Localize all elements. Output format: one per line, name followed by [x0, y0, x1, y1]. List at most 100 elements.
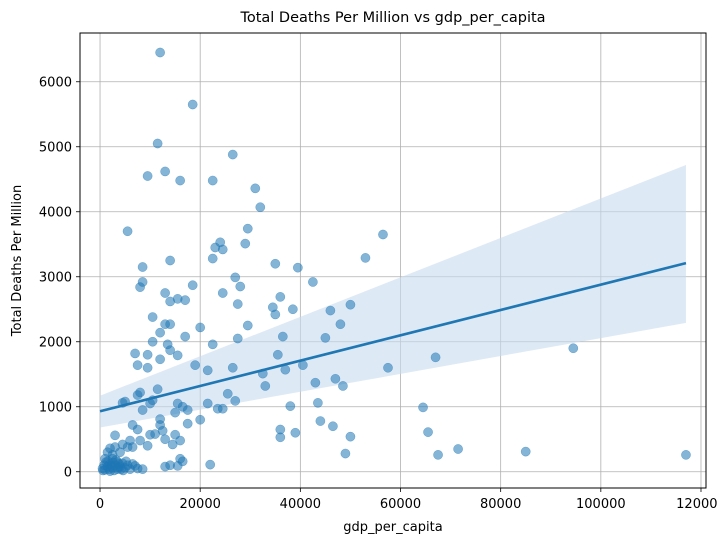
data-point	[338, 381, 348, 391]
data-point	[110, 430, 120, 441]
data-point	[118, 465, 128, 476]
data-point	[275, 292, 286, 302]
data-point	[135, 435, 145, 446]
scatter-points	[97, 47, 691, 476]
x-axis-label: gdp_per_capita	[343, 520, 442, 535]
data-point	[142, 171, 153, 181]
y-axis-ticks: 0 1000 2000 3000 4000 5000 6000	[39, 75, 80, 480]
data-point	[175, 435, 186, 446]
data-point	[242, 223, 253, 234]
data-point	[325, 305, 336, 316]
data-point	[453, 444, 463, 454]
data-point	[418, 402, 428, 413]
data-point	[207, 339, 218, 350]
data-point	[160, 434, 170, 445]
data-point	[227, 362, 238, 373]
data-point	[160, 288, 170, 298]
data-point	[310, 377, 321, 388]
y-tick-label: 3000	[39, 270, 72, 285]
x-tick-label: 40000	[280, 497, 321, 512]
plot-area-frame	[79, 32, 707, 489]
data-point	[345, 431, 356, 442]
data-point	[217, 244, 228, 255]
data-point	[172, 350, 183, 361]
data-point	[98, 465, 108, 476]
data-point	[137, 262, 148, 272]
data-point	[165, 345, 175, 356]
data-point	[155, 354, 165, 365]
x-tick-label: 100000	[576, 497, 626, 512]
data-point	[270, 258, 281, 269]
chart-title: Total Deaths Per Million vs gdp_per_capi…	[239, 10, 545, 26]
data-point	[240, 238, 251, 249]
data-point	[520, 446, 531, 457]
y-axis-label: Total Deaths Per Million	[10, 185, 25, 337]
data-point	[142, 440, 153, 451]
data-point	[433, 450, 443, 460]
data-point	[270, 309, 281, 320]
data-point	[152, 384, 163, 395]
data-point	[378, 229, 388, 240]
data-point	[165, 296, 175, 307]
data-point	[202, 365, 213, 376]
data-point	[227, 149, 238, 160]
data-point	[147, 336, 158, 347]
data-point	[230, 396, 241, 406]
data-point	[207, 175, 218, 186]
confidence-band-layer	[100, 164, 686, 428]
data-point	[287, 304, 298, 315]
data-point	[328, 421, 338, 432]
data-point	[115, 447, 125, 458]
data-point	[160, 166, 170, 177]
data-point	[142, 362, 153, 373]
data-point	[260, 381, 271, 391]
data-point	[122, 226, 133, 237]
data-point	[132, 463, 143, 474]
data-point	[308, 277, 318, 287]
data-point	[155, 327, 165, 338]
data-point	[335, 319, 346, 330]
data-point	[187, 99, 198, 110]
x-tick-label: 20000	[180, 497, 221, 512]
data-point	[167, 439, 178, 450]
data-point	[165, 255, 175, 266]
x-tick-label: 0	[96, 497, 104, 512]
data-point	[195, 414, 206, 425]
data-point	[277, 331, 288, 342]
data-point	[235, 281, 246, 292]
data-point	[340, 448, 351, 459]
data-point	[207, 253, 218, 264]
data-point	[681, 450, 691, 460]
regression-line	[99, 261, 687, 413]
data-point	[132, 360, 143, 370]
data-point	[177, 456, 188, 467]
data-point	[147, 312, 158, 322]
data-point	[142, 349, 153, 360]
data-point	[232, 333, 243, 344]
data-point	[423, 427, 433, 437]
data-point	[217, 288, 228, 298]
data-point	[165, 460, 175, 471]
data-point	[290, 427, 301, 438]
data-point	[315, 416, 326, 426]
data-point	[285, 401, 296, 411]
data-point	[180, 295, 191, 305]
regression-line-layer	[99, 261, 687, 413]
data-point	[180, 331, 191, 342]
data-point	[175, 175, 186, 186]
data-point	[127, 420, 138, 430]
data-point	[127, 442, 138, 452]
x-tick-label: 60000	[380, 497, 421, 512]
data-point	[205, 459, 216, 470]
data-point	[222, 388, 233, 399]
data-point	[232, 299, 243, 309]
data-point	[568, 343, 579, 354]
data-point	[272, 349, 283, 360]
data-point	[383, 362, 393, 373]
data-point	[230, 272, 241, 283]
data-point	[255, 202, 266, 213]
data-point	[190, 360, 201, 370]
